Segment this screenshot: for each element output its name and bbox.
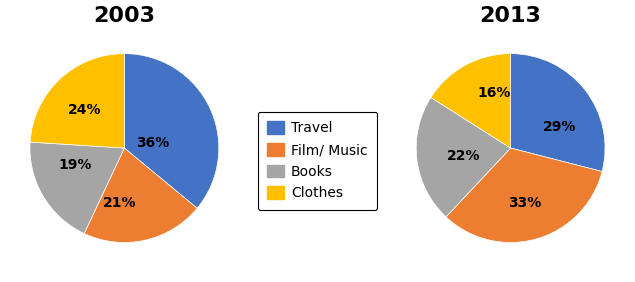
Wedge shape	[431, 54, 511, 148]
Title: 2003: 2003	[93, 6, 156, 26]
Wedge shape	[84, 148, 197, 243]
Text: 22%: 22%	[446, 149, 480, 163]
Legend: Travel, Film/ Music, Books, Clothes: Travel, Film/ Music, Books, Clothes	[258, 112, 377, 210]
Wedge shape	[416, 98, 511, 217]
Wedge shape	[124, 54, 219, 208]
Text: 24%: 24%	[68, 103, 102, 117]
Title: 2013: 2013	[479, 6, 542, 26]
Wedge shape	[30, 54, 124, 148]
Wedge shape	[511, 54, 605, 171]
Text: 33%: 33%	[508, 196, 542, 210]
Text: 21%: 21%	[103, 196, 137, 210]
Text: 29%: 29%	[543, 120, 577, 134]
Wedge shape	[446, 148, 602, 243]
Text: 16%: 16%	[477, 86, 511, 100]
Text: 36%: 36%	[136, 136, 170, 150]
Text: 19%: 19%	[58, 158, 92, 172]
Wedge shape	[30, 142, 124, 233]
